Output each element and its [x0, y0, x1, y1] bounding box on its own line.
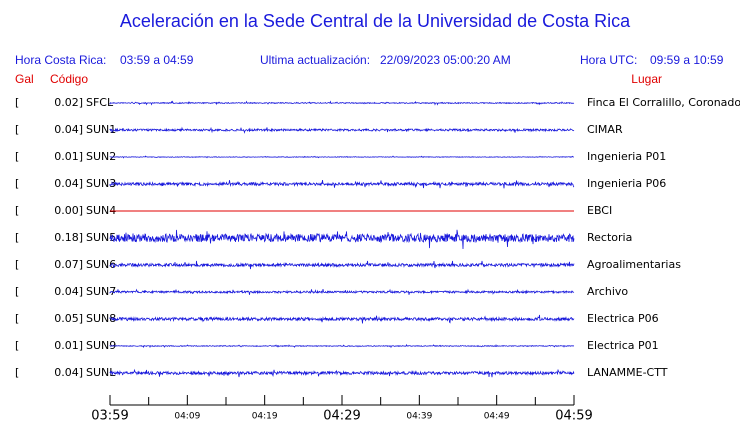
- gal-value: 0.18]: [54, 231, 83, 244]
- trace: [109, 155, 575, 159]
- gal-value: 0.07]: [54, 258, 83, 271]
- station-code: SUN1: [86, 123, 116, 136]
- gal-value: 0.04]: [54, 366, 83, 379]
- bracket: [: [15, 204, 19, 217]
- bracket: [: [15, 312, 19, 325]
- gal-value: 0.00]: [54, 204, 83, 217]
- gal-value: 0.04]: [54, 285, 83, 298]
- station-code: SUN4: [86, 204, 116, 217]
- bracket: [: [15, 96, 19, 109]
- local-range: 03:59 a 04:59: [120, 53, 194, 67]
- station-code: SUN7: [86, 285, 116, 298]
- time-label: 04:19: [252, 412, 278, 422]
- time-label: 04:39: [406, 412, 432, 422]
- station-place: LANAMME-CTT: [587, 366, 668, 379]
- trace: [109, 260, 575, 270]
- station-code: SUN5: [86, 231, 116, 244]
- utc-range: 09:59 a 10:59: [650, 53, 724, 67]
- gal-value: 0.05]: [54, 312, 83, 325]
- gal-value: 0.02]: [54, 96, 83, 109]
- station-code: SUN9: [86, 339, 116, 352]
- time-label: 04:29: [323, 409, 360, 423]
- station-code: SUN3: [86, 177, 116, 190]
- station-place: Finca El Corralillo, Coronado: [587, 96, 740, 109]
- station-place: Agroalimentarias: [587, 258, 681, 271]
- time-label: 04:49: [484, 412, 510, 422]
- trace: [109, 343, 575, 349]
- trace: [109, 126, 575, 134]
- bracket: [: [15, 177, 19, 190]
- station-code: SUNL: [86, 366, 116, 379]
- station-place: EBCI: [587, 204, 612, 217]
- time-label: 04:09: [174, 412, 200, 422]
- station-code: SFCL: [86, 96, 114, 109]
- time-label: 03:59: [91, 409, 128, 423]
- utc-label: Hora UTC:: [580, 53, 637, 67]
- station-code: SUN8: [86, 312, 116, 325]
- trace: [109, 368, 575, 378]
- update-label: Ultima actualización:: [260, 53, 370, 67]
- gal-value: 0.01]: [54, 339, 83, 352]
- trace: [109, 229, 575, 249]
- station-place: Ingenieria P06: [587, 177, 666, 190]
- bracket: [: [15, 285, 19, 298]
- place-label: Lugar: [631, 72, 662, 86]
- time-label: 04:59: [555, 409, 592, 423]
- gal-value: 0.04]: [54, 177, 83, 190]
- station-place: Rectoria: [587, 231, 632, 244]
- gal-value: 0.04]: [54, 123, 83, 136]
- station-place: Ingenieria P01: [587, 150, 666, 163]
- bracket: [: [15, 366, 19, 379]
- bracket: [: [15, 150, 19, 163]
- station-place: Archivo: [587, 285, 628, 298]
- station-code: SUN2: [86, 150, 116, 163]
- local-label: Hora Costa Rica:: [15, 53, 106, 67]
- trace: [109, 288, 575, 295]
- station-place: Electrica P06: [587, 312, 659, 325]
- title: Aceleración en la Sede Central de la Uni…: [120, 11, 631, 31]
- update-time: 22/09/2023 05:00:20 AM: [380, 53, 511, 67]
- station-place: Electrica P01: [587, 339, 659, 352]
- gal-value: 0.01]: [54, 150, 83, 163]
- station-code: SUN6: [86, 258, 116, 271]
- code-label: Código: [50, 72, 88, 86]
- gal-label: Gal: [15, 72, 34, 86]
- station-place: CIMAR: [587, 123, 623, 136]
- bracket: [: [15, 123, 19, 136]
- bracket: [: [15, 258, 19, 271]
- bracket: [: [15, 231, 19, 244]
- trace: [109, 180, 575, 189]
- bracket: [: [15, 339, 19, 352]
- trace: [109, 100, 575, 106]
- trace: [109, 314, 575, 324]
